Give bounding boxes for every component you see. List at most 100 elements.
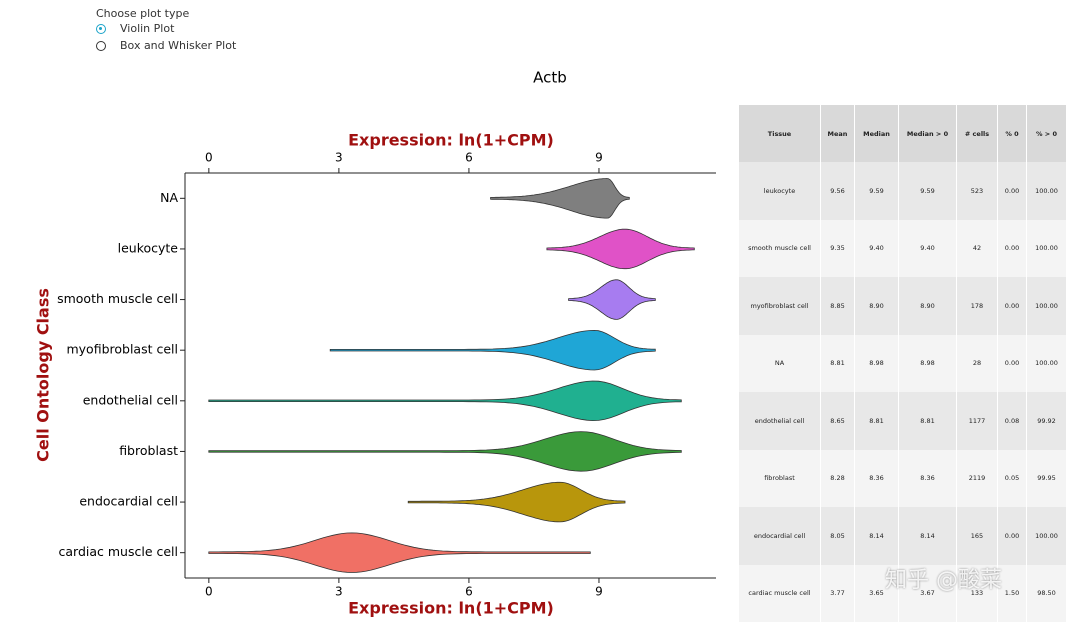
y-tick-label: cardiac muscle cell (59, 544, 179, 559)
table-cell: 8.36 (898, 449, 957, 507)
table-cell: 0.00 (997, 162, 1027, 220)
x-tick-label-top: 9 (595, 151, 603, 165)
table-cell: 99.92 (1026, 392, 1067, 450)
table-cell: 9.56 (820, 162, 855, 220)
table-cell: 9.59 (854, 162, 899, 220)
table-cell: 165 (956, 507, 998, 565)
table-cell: 0.00 (997, 334, 1027, 392)
y-tick-label: leukocyte (118, 240, 179, 255)
table-cell: 0.00 (997, 219, 1027, 277)
radio-button (96, 40, 106, 51)
table-cell: myofibroblast cell (739, 277, 821, 335)
table-cell: 8.81 (854, 392, 899, 450)
table-cell: fibroblast (739, 449, 821, 507)
y-axis-label: Cell Ontology Class (34, 288, 53, 462)
table-cell: leukocyte (739, 162, 821, 220)
y-tick-label: NA (160, 190, 178, 205)
violin (208, 532, 591, 573)
table-cell: 8.05 (820, 507, 855, 565)
x-tick-label: 9 (595, 585, 603, 599)
table-cell: 42 (956, 219, 998, 277)
radio-option[interactable]: Violin Plot (96, 20, 236, 37)
table-cell: 1177 (956, 392, 998, 450)
table-cell: 0.08 (997, 392, 1027, 450)
table-cell: 100.00 (1026, 277, 1067, 335)
table-row: leukocyte 9.56 9.59 9.59 523 0.00 100.00 (739, 162, 1067, 220)
x-axis-label: Expression: ln(1+CPM) (348, 599, 554, 618)
table-cell: endocardial cell (739, 507, 821, 565)
plot-type-control: Choose plot type Violin Plot Box and Whis… (96, 7, 236, 54)
table-cell: 100.00 (1026, 507, 1067, 565)
table-row: endocardial cell 8.05 8.14 8.14 165 0.00 100.0… (739, 507, 1067, 565)
table-cell: 8.90 (898, 277, 957, 335)
table-row: myofibroblast cell 8.85 8.90 8.90 178 0.00 100… (739, 277, 1067, 335)
table-cell: 0.00 (997, 277, 1027, 335)
y-tick-label: fibroblast (119, 443, 178, 458)
column-header: Median > 0 (898, 105, 957, 162)
violin (208, 431, 682, 472)
table-row: endothelial cell 8.65 8.81 8.81 1177 0.08 99.9… (739, 392, 1067, 450)
radio-option[interactable]: Box and Whisker Plot (96, 37, 236, 54)
table-row: smooth muscle cell 9.35 9.40 9.40 42 0.00 100.… (739, 219, 1067, 277)
y-tick-label: myofibroblast cell (66, 342, 178, 357)
table-cell: 100.00 (1026, 162, 1067, 220)
y-tick-label: endocardial cell (79, 494, 178, 509)
column-header: Median (854, 105, 899, 162)
table-cell: 8.98 (854, 334, 899, 392)
table-cell: 100.00 (1026, 219, 1067, 277)
violin (208, 380, 682, 422)
x-tick-label-top: 0 (205, 151, 213, 165)
x-tick-label-top: 3 (335, 151, 343, 165)
y-tick-label: smooth muscle cell (57, 291, 178, 306)
table-cell: 133 (956, 564, 998, 622)
table-cell: 9.40 (854, 219, 899, 277)
table-cell: 9.35 (820, 219, 855, 277)
table-cell: cardiac muscle cell (739, 564, 821, 622)
column-header: % > 0 (1026, 105, 1067, 162)
radio-button (96, 23, 106, 34)
table-cell: 9.59 (898, 162, 957, 220)
table-cell: 8.14 (898, 507, 957, 565)
table-cell: 8.98 (898, 334, 957, 392)
table-cell: 9.40 (898, 219, 957, 277)
summary-table: Tissue Mean Median Median > 0 # cells% 0% > … (739, 105, 1067, 622)
table-cell: NA (739, 334, 821, 392)
column-header: % 0 (997, 105, 1027, 162)
y-tick-label: endothelial cell (83, 392, 178, 407)
column-header: Mean (820, 105, 855, 162)
radio-label: Box and Whisker Plot (120, 39, 237, 52)
x-tick-label-top: 6 (465, 151, 473, 165)
table-cell: smooth muscle cell (739, 219, 821, 277)
table-cell: 28 (956, 334, 998, 392)
control-label: Choose plot type (96, 7, 190, 20)
table-row: cardiac muscle cell 3.77 3.65 3.67 133 1.50 98… (739, 564, 1067, 622)
chart: Actb Expression: ln(1+CPM) Expression: ln(… (34, 69, 716, 618)
table-cell: 3.67 (898, 564, 957, 622)
table-row: fibroblast 8.28 8.36 8.36 2119 0.05 99.95 (739, 449, 1067, 507)
table-cell: 8.90 (854, 277, 899, 335)
table-row: NA 8.81 8.98 8.98 28 0.00 100.00 (739, 334, 1067, 392)
table-cell: 8.14 (854, 507, 899, 565)
radio-label: Violin Plot (120, 22, 175, 35)
table-cell: 178 (956, 277, 998, 335)
x-axis-label-top: Expression: ln(1+CPM) (348, 131, 554, 150)
chart-title: Actb (533, 69, 567, 87)
violin (568, 279, 656, 320)
table-cell: 100.00 (1026, 334, 1067, 392)
table-cell: 1.50 (997, 564, 1027, 622)
x-tick-label: 0 (205, 585, 213, 599)
x-tick-label: 6 (465, 585, 473, 599)
violin (407, 481, 626, 523)
table-cell: 523 (956, 162, 998, 220)
table-cell: 3.77 (820, 564, 855, 622)
violin (490, 178, 630, 219)
table-cell: 8.81 (898, 392, 957, 450)
column-header: # cells (956, 105, 998, 162)
violin (546, 228, 695, 270)
radio-group: Violin Plot Box and Whisker Plot (96, 20, 236, 54)
table-cell: endothelial cell (739, 392, 821, 450)
table-cell: 3.65 (854, 564, 899, 622)
table-cell: 8.85 (820, 277, 855, 335)
table-cell: 8.36 (854, 449, 899, 507)
